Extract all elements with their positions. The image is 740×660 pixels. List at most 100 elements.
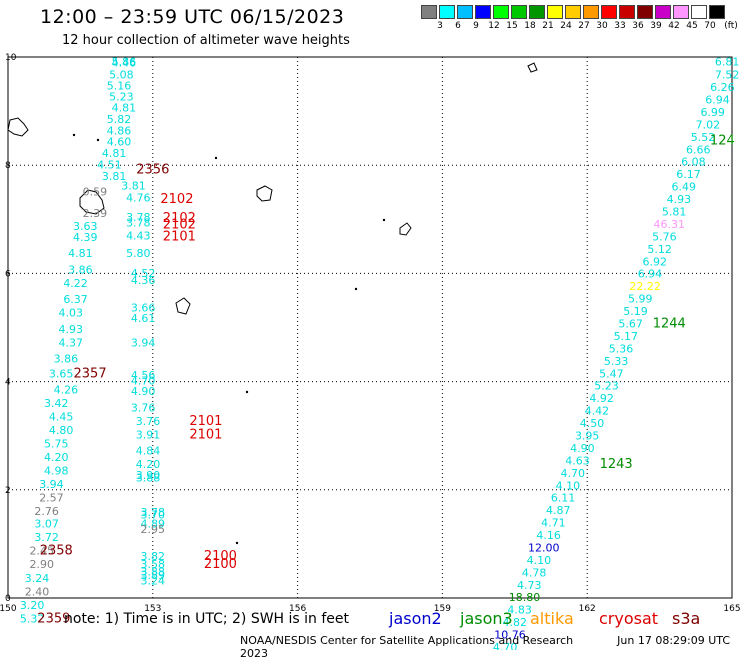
wave-height-value: 4.43: [126, 229, 151, 242]
colorbar-label: 27: [578, 21, 590, 31]
x-tick-label: 153: [144, 604, 161, 614]
wave-height-value: 6.26: [710, 81, 735, 94]
wave-height-value: 3.66: [131, 301, 156, 314]
wave-height-value: 2.76: [34, 505, 59, 518]
x-tick-label: 156: [289, 604, 306, 614]
wave-height-value: 3.42: [44, 397, 69, 410]
x-tick-label: 162: [579, 604, 596, 614]
wave-height-value: 3.81: [121, 180, 146, 193]
wave-height-value: 4.39: [73, 231, 98, 244]
wave-height-value: 3.88: [136, 472, 161, 485]
islet-dot: [96, 138, 100, 142]
wave-height-value: 4.42: [585, 405, 610, 418]
wave-height-value: 4.51: [97, 158, 122, 171]
wave-height-value: 4.90: [131, 385, 156, 398]
colorbar-label: 15: [506, 21, 518, 31]
wave-height-value: 4.50: [580, 417, 605, 430]
island-outline: [7, 117, 29, 137]
wave-height-value: 5.19: [623, 305, 648, 318]
wave-height-value: 6.81: [715, 56, 740, 69]
map-title: 12:00 – 23:59 UTC 06/15/2023: [40, 6, 345, 28]
colorbar-label: 42: [668, 21, 680, 31]
wave-height-value: 3.89: [141, 569, 166, 582]
colorbar-cell: [637, 5, 653, 19]
wave-height-value: 3.81: [102, 170, 127, 183]
wave-height-value: 4.83: [507, 604, 532, 617]
wave-height-value: 5.32: [20, 612, 45, 625]
colorbar-cell: [601, 5, 617, 19]
wave-height-value: 4.10: [527, 554, 552, 567]
footer-credit: NOAA/NESDIS Center for Satellite Applica…: [240, 634, 574, 647]
wave-height-value: 3.95: [575, 429, 600, 442]
colorbar-cell: [565, 5, 581, 19]
pass-time-label: 2101: [163, 229, 196, 244]
wave-height-value: 3.94: [39, 478, 64, 491]
wave-height-value: 4.26: [54, 384, 79, 397]
wave-height-value: 5.99: [628, 293, 653, 306]
islet-dot: [235, 541, 239, 545]
wave-height-value: 5.33: [604, 355, 629, 368]
islet-dot: [72, 133, 76, 137]
wave-height-value: 4.71: [541, 517, 566, 530]
pass-time-label: 2100: [204, 549, 237, 564]
y-tick-label: 6: [5, 269, 11, 279]
y-tick-label: 8: [5, 161, 11, 171]
colorbar-cell: [619, 5, 635, 19]
wave-height-value: 4.61: [131, 312, 156, 325]
wave-height-value: 4.93: [58, 323, 83, 336]
map-frame: [7, 56, 733, 599]
wave-height-value: 5.81: [662, 206, 687, 219]
wave-height-value: 3.90: [136, 469, 161, 482]
wave-height-value: 4.98: [44, 465, 69, 478]
wave-height-value: 46.31: [654, 218, 686, 231]
wave-height-value: 5.82: [107, 113, 132, 126]
wave-height-value: 2.45: [30, 545, 55, 558]
wave-height-value: 4.16: [536, 529, 561, 542]
wave-height-value: 5.23: [109, 90, 134, 103]
wave-height-value: 6.94: [705, 94, 730, 107]
wave-height-value: 2.90: [30, 558, 55, 571]
wave-height-value: 6.08: [681, 156, 706, 169]
pass-time-label: 124: [710, 134, 735, 149]
wave-height-value: 4.81: [68, 247, 93, 260]
wave-height-value: 4.60: [107, 136, 132, 149]
legend-cryosat: cryosat: [599, 609, 659, 628]
wave-height-value: 4.80: [49, 424, 74, 437]
wave-height-value: 4.56: [131, 369, 156, 382]
pass-time-label: 2357: [74, 366, 107, 381]
colorbar-cell: [511, 5, 527, 19]
wave-height-value: 6.99: [700, 106, 725, 119]
wave-height-value: 4.93: [667, 193, 692, 206]
wave-height-value: 6.92: [643, 255, 668, 268]
legend-jason2: jason2: [389, 609, 442, 628]
wave-height-value: 3.20: [20, 599, 45, 612]
pass-time-label: 1243: [600, 457, 633, 472]
colorbar-cell: [439, 5, 455, 19]
colorbar-cell: [457, 5, 473, 19]
wave-height-value: 4.46: [112, 57, 137, 70]
colorbar-label: 45: [686, 21, 698, 31]
wave-height-value: 3.76: [131, 401, 156, 414]
wave-height-value: 5.12: [647, 243, 672, 256]
colorbar-cell: [475, 5, 491, 19]
wave-height-value: 3.88: [141, 565, 166, 578]
islet-dot: [382, 218, 386, 222]
wave-height-value: 4.82: [503, 616, 528, 629]
colorbar-cell: [547, 5, 563, 19]
wave-height-value: 2.95: [141, 523, 166, 536]
pass-time-label: 2359: [37, 611, 70, 626]
wave-height-value: 4.86: [107, 124, 132, 137]
wave-height-value: 5.16: [107, 79, 132, 92]
wave-height-value: 4.89: [141, 518, 166, 531]
wave-height-value: 2.57: [39, 492, 64, 505]
wave-height-value: 4.03: [58, 307, 83, 320]
x-tick-label: 150: [0, 604, 17, 614]
wave-height-value: 2.40: [25, 585, 50, 598]
wave-height-value: 3.78: [126, 211, 151, 224]
y-tick-label: 10: [5, 53, 17, 63]
wave-height-value: 3.72: [34, 531, 59, 544]
wave-height-value: 3.24: [141, 574, 166, 587]
colorbar-label: 6: [455, 21, 461, 31]
wave-height-value: 0.59: [83, 185, 108, 198]
colorbar-cell: [493, 5, 509, 19]
